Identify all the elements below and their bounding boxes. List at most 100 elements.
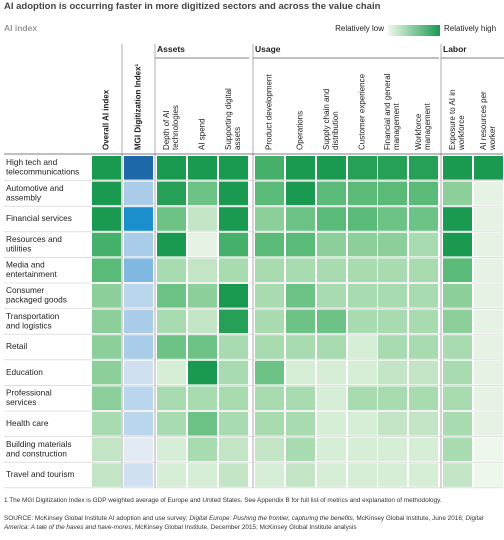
chart-subtitle: AI index xyxy=(4,23,37,33)
cell xyxy=(255,412,284,436)
chart: AI adoption is occurring faster in more … xyxy=(4,1,504,489)
row-label: services xyxy=(6,397,36,407)
cell xyxy=(409,284,438,308)
cell xyxy=(219,232,248,257)
column-label: management xyxy=(423,103,432,150)
source: SOURCE: McKinsey Global Institute AI ado… xyxy=(4,514,500,532)
column-label: distribution xyxy=(331,111,340,150)
column-label: Product development xyxy=(265,74,274,150)
row-label: packaged goods xyxy=(6,295,67,305)
row-label: High tech and xyxy=(6,157,58,167)
cell xyxy=(474,156,503,180)
cell xyxy=(348,309,377,334)
cell xyxy=(219,437,248,462)
cell xyxy=(474,207,503,231)
cell xyxy=(443,463,472,487)
source-part: , McKinsey Global Institute, June 2016; xyxy=(352,515,466,522)
cell xyxy=(378,335,407,359)
cell xyxy=(443,386,472,410)
cell xyxy=(124,156,153,180)
cell xyxy=(124,232,153,257)
row-label: Education xyxy=(6,367,43,377)
cell xyxy=(474,181,503,206)
cell xyxy=(188,156,217,180)
cell xyxy=(348,207,377,231)
cell xyxy=(317,181,346,206)
cell xyxy=(188,181,217,206)
source-part: Digital America: A tale of the haves and… xyxy=(4,515,484,531)
cell xyxy=(348,232,377,257)
cell xyxy=(124,181,153,206)
cell xyxy=(286,360,315,385)
cell xyxy=(219,156,248,180)
cell xyxy=(188,412,217,436)
row-label: Travel and tourism xyxy=(6,469,74,479)
source-part: SOURCE: McKinsey Global Institute AI ado… xyxy=(4,515,190,522)
cell xyxy=(317,309,346,334)
cell xyxy=(157,232,186,257)
row-label: Resources and xyxy=(6,234,62,244)
cell xyxy=(219,258,248,282)
cell xyxy=(286,437,315,462)
cell xyxy=(348,437,377,462)
cell xyxy=(443,232,472,257)
cell xyxy=(219,360,248,385)
cell xyxy=(443,156,472,180)
cell xyxy=(157,412,186,436)
cell xyxy=(409,207,438,231)
cell xyxy=(378,181,407,206)
cell xyxy=(286,156,315,180)
row-label: Professional xyxy=(6,388,52,398)
column-label: Operations xyxy=(296,111,305,150)
cell xyxy=(157,258,186,282)
cell xyxy=(409,258,438,282)
row-label: assembly xyxy=(6,192,42,202)
cell xyxy=(317,412,346,436)
cell xyxy=(255,386,284,410)
cell xyxy=(157,437,186,462)
cell xyxy=(157,386,186,410)
cell xyxy=(124,207,153,231)
cell xyxy=(286,386,315,410)
cell xyxy=(286,309,315,334)
cell xyxy=(157,360,186,385)
cell xyxy=(92,156,121,180)
cell xyxy=(474,258,503,282)
cell xyxy=(255,181,284,206)
cell xyxy=(188,437,217,462)
group-label: Labor xyxy=(443,44,467,54)
cell xyxy=(124,360,153,385)
cell xyxy=(378,232,407,257)
legend-low: Relatively low xyxy=(335,24,384,33)
column-label: MGI Digitization Index¹ xyxy=(134,63,143,150)
cell xyxy=(409,181,438,206)
cell xyxy=(443,412,472,436)
cell xyxy=(255,258,284,282)
cell xyxy=(255,207,284,231)
cell xyxy=(286,258,315,282)
cell xyxy=(188,309,217,334)
row-label: Media and xyxy=(6,260,45,270)
cell xyxy=(92,284,121,308)
cell xyxy=(317,156,346,180)
cell xyxy=(157,284,186,308)
source-part: Digital Europe: Pushing the frontier, ca… xyxy=(189,515,353,522)
cell xyxy=(286,463,315,487)
cell xyxy=(286,207,315,231)
cell xyxy=(157,207,186,231)
cell xyxy=(474,232,503,257)
cell xyxy=(409,309,438,334)
column-label: Depth of AI xyxy=(162,110,171,150)
cell xyxy=(255,156,284,180)
cell xyxy=(409,232,438,257)
cell xyxy=(92,386,121,410)
cell xyxy=(124,412,153,436)
group-label: Assets xyxy=(157,44,185,54)
cell xyxy=(255,284,284,308)
cell xyxy=(219,207,248,231)
cell xyxy=(124,437,153,462)
row-label: Retail xyxy=(6,341,27,351)
row-label: entertainment xyxy=(6,269,57,279)
cell xyxy=(255,335,284,359)
